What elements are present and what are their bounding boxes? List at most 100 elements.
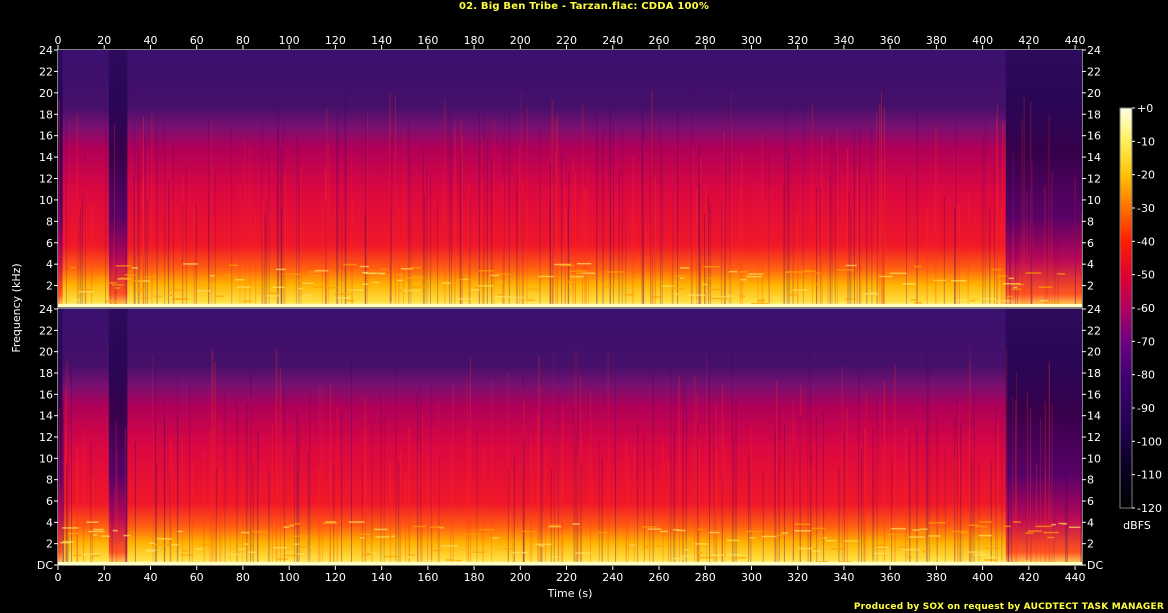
- texture-streak: [383, 410, 385, 565]
- texture-streak: [863, 433, 865, 565]
- texture-streak: [1074, 177, 1076, 307]
- texture-streak: [276, 127, 278, 307]
- y-axis-label: Frequency (kHz): [10, 263, 23, 352]
- harmonic-band: [368, 272, 386, 275]
- texture-streak: [325, 200, 327, 307]
- y-tick-label-left: 14: [39, 151, 53, 164]
- colorbar-tick-label: -10: [1137, 135, 1155, 148]
- harmonic-band: [697, 528, 703, 531]
- harmonic-band: [367, 542, 372, 544]
- texture-streak: [239, 183, 241, 307]
- harmonic-band: [282, 554, 301, 557]
- texture-streak: [229, 444, 231, 565]
- texture-streak: [246, 403, 248, 565]
- texture-streak: [78, 216, 80, 307]
- texture-streak: [156, 124, 158, 307]
- texture-streak: [444, 98, 446, 307]
- harmonic-band: [1042, 301, 1061, 303]
- texture-streak: [860, 199, 862, 307]
- harmonic-band: [781, 532, 788, 534]
- y-tick-label-right: 6: [1087, 495, 1094, 508]
- texture-streak: [1030, 102, 1032, 307]
- harmonic-band: [151, 543, 169, 546]
- harmonic-band: [1006, 295, 1013, 298]
- y-tick-label-right: 18: [1087, 367, 1101, 380]
- harmonic-band: [811, 527, 826, 530]
- texture-streak: [838, 467, 840, 565]
- harmonic-band: [757, 299, 766, 301]
- harmonic-band: [120, 277, 134, 279]
- texture-streak: [618, 169, 620, 307]
- texture-streak: [810, 452, 812, 565]
- texture-streak: [610, 107, 612, 307]
- texture-streak: [143, 117, 145, 307]
- harmonic-band: [194, 548, 204, 550]
- harmonic-band: [787, 271, 805, 273]
- texture-streak: [125, 173, 127, 307]
- texture-streak: [649, 111, 651, 307]
- harmonic-band: [679, 277, 685, 279]
- texture-streak: [417, 453, 419, 565]
- harmonic-band: [123, 534, 131, 537]
- texture-streak: [720, 204, 722, 307]
- texture-streak: [1065, 468, 1067, 565]
- harmonic-band: [745, 530, 764, 533]
- texture-streak: [774, 433, 776, 565]
- y-tick-label-left: 12: [39, 173, 53, 186]
- harmonic-band: [739, 295, 745, 297]
- harmonic-band: [289, 524, 294, 527]
- harmonic-band: [67, 532, 79, 535]
- harmonic-band: [787, 560, 797, 562]
- texture-streak: [295, 137, 297, 307]
- harmonic-band: [383, 555, 401, 558]
- x-tick-label-bottom: 300: [741, 571, 762, 584]
- harmonic-band: [694, 543, 709, 545]
- texture-streak: [522, 391, 524, 565]
- texture-streak: [836, 129, 838, 307]
- harmonic-band: [845, 298, 857, 300]
- texture-streak: [553, 357, 555, 565]
- harmonic-band: [235, 278, 245, 281]
- harmonic-band: [410, 266, 422, 269]
- harmonic-band: [714, 296, 728, 298]
- texture-streak: [76, 447, 78, 565]
- texture-streak: [865, 389, 867, 565]
- harmonic-band: [757, 301, 765, 303]
- harmonic-band: [311, 274, 321, 277]
- texture-streak: [1053, 362, 1055, 565]
- texture-streak: [408, 119, 410, 307]
- texture-streak: [969, 360, 971, 565]
- y-tick-label-right: 20: [1087, 87, 1101, 100]
- harmonic-band: [183, 263, 198, 265]
- texture-streak: [156, 464, 158, 565]
- texture-streak: [460, 148, 462, 307]
- texture-streak: [654, 177, 656, 307]
- texture-streak: [982, 138, 984, 307]
- harmonic-band: [407, 556, 414, 558]
- x-tick-label-top: 60: [190, 34, 204, 47]
- texture-streak: [958, 454, 960, 565]
- harmonic-band: [248, 551, 257, 554]
- texture-streak: [549, 199, 551, 307]
- texture-streak: [661, 144, 663, 307]
- texture-streak: [512, 472, 514, 565]
- texture-streak: [710, 205, 712, 307]
- texture-streak: [90, 443, 92, 565]
- texture-streak: [164, 115, 166, 307]
- y-tick-label-left: 16: [39, 388, 53, 401]
- texture-streak: [522, 196, 524, 307]
- harmonic-band: [111, 284, 124, 286]
- texture-streak: [394, 95, 396, 308]
- harmonic-band: [910, 299, 917, 301]
- harmonic-band: [422, 560, 433, 562]
- texture-streak: [503, 108, 505, 307]
- texture-streak: [255, 211, 257, 307]
- texture-streak: [816, 192, 818, 307]
- texture-streak: [625, 439, 627, 565]
- harmonic-band: [982, 556, 998, 559]
- harmonic-band: [456, 298, 473, 300]
- harmonic-band: [293, 543, 300, 545]
- harmonic-band: [129, 279, 144, 282]
- colorbar-tick-label: -70: [1137, 335, 1155, 348]
- texture-streak: [185, 164, 187, 307]
